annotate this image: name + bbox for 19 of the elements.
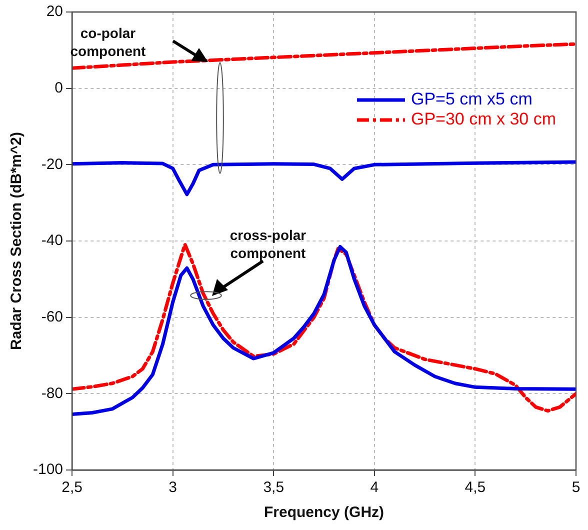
y-tick-label: -40 [41, 232, 64, 250]
y-tick-label: -100 [32, 461, 64, 478]
y-tick-label: 0 [54, 79, 64, 96]
y-axis-title: Radar Cross Section (dB*m^2) [8, 132, 26, 350]
x-tick-label: 4 [370, 479, 379, 496]
x-axis-title: Frequency (GHz) [264, 504, 384, 522]
legend-label: GP=30 cm x 30 cm [410, 110, 556, 129]
legend-label: GP=5 cm x5 cm [410, 90, 532, 109]
y-tick-label: 20 [46, 3, 64, 20]
y-tick-label: -80 [41, 384, 64, 402]
annotation: cross-polar component [230, 226, 306, 262]
x-tick-label: 5 [572, 479, 580, 496]
y-tick-label: -20 [41, 156, 64, 173]
x-tick-label: 3 [168, 479, 177, 496]
x-tick-label: 3,5 [263, 479, 284, 496]
x-tick-label: 2,5 [62, 479, 82, 496]
line-series [72, 42, 576, 70]
x-tick-label: 4,5 [464, 479, 486, 496]
y-tick-label: -60 [41, 308, 64, 326]
